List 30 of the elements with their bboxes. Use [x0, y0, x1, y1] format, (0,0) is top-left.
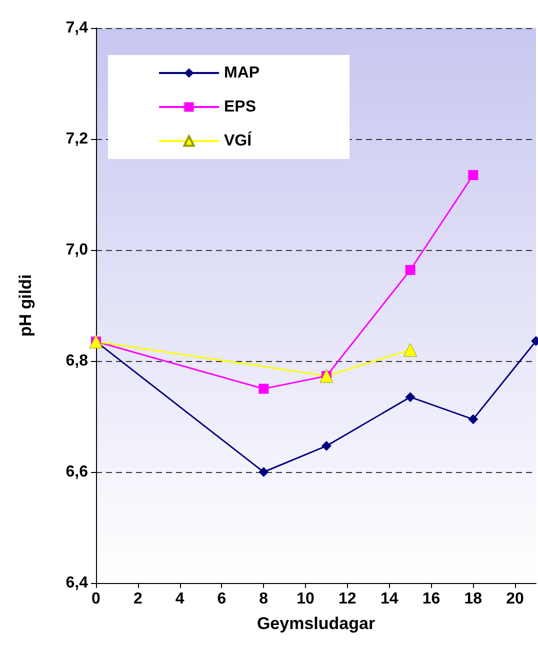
y-tick-label: 6,6: [66, 464, 88, 480]
y-tick-label: 7,0: [66, 242, 88, 258]
x-tick-label: 4: [175, 590, 184, 608]
x-tick-label: 2: [133, 590, 142, 608]
point: [258, 384, 269, 394]
x-tick-label: 14: [380, 590, 398, 608]
x-axis-title: Geymsludagar: [256, 614, 376, 633]
point: [468, 414, 478, 424]
point: [405, 264, 416, 275]
x-tick-label: 12: [338, 590, 356, 608]
x-tick-label: 20: [506, 590, 524, 608]
y-axis-title: pH gildi: [16, 274, 35, 337]
legend-label: MAP: [224, 64, 260, 82]
y-tick-label: 6,8: [66, 352, 88, 370]
x-tick-label: 18: [464, 590, 482, 608]
point: [258, 467, 269, 477]
y-tick-label: 6,4: [66, 574, 88, 592]
point: [405, 392, 416, 402]
point: [404, 343, 418, 357]
legend-label: EPS: [224, 98, 256, 116]
x-tick-label: 16: [422, 590, 440, 608]
x-tick-label: 8: [259, 590, 268, 608]
legend-label: VGÍ: [224, 130, 252, 150]
x-tick-label: 6: [217, 590, 226, 608]
point: [321, 440, 332, 451]
x-tick-label: 0: [92, 590, 101, 608]
y-tick-label: 7,4: [66, 20, 88, 36]
x-tick-label: 10: [296, 590, 315, 608]
point: [468, 170, 478, 180]
y-tick-label: 7,2: [66, 130, 88, 148]
